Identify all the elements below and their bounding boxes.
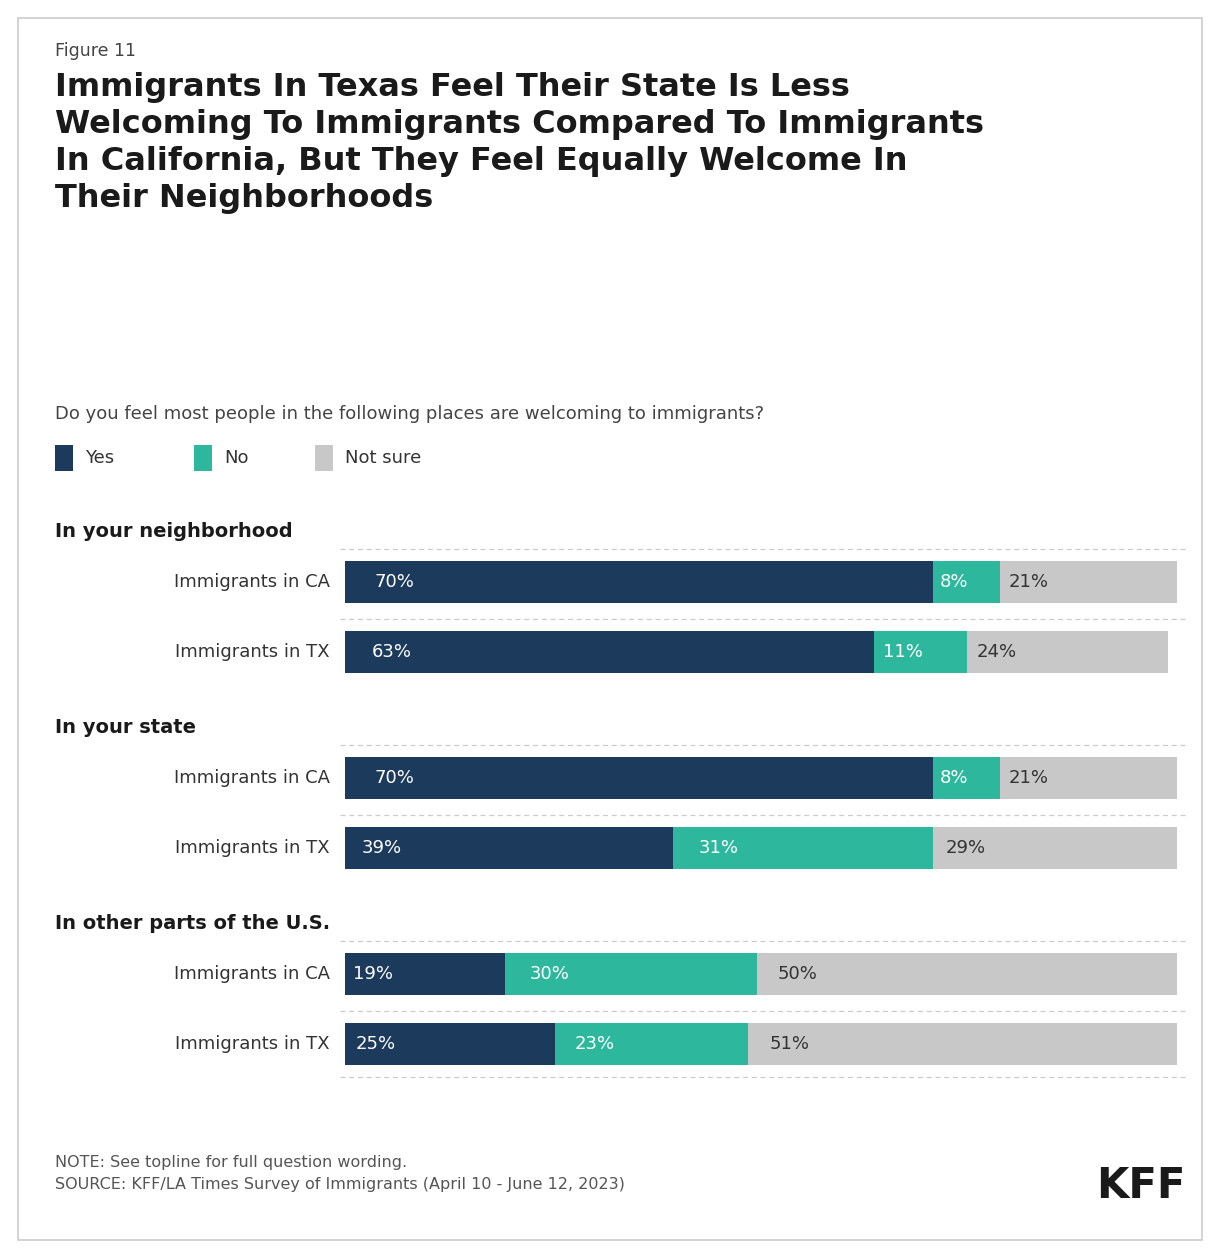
FancyBboxPatch shape	[933, 757, 1000, 799]
Text: 11%: 11%	[883, 643, 924, 660]
FancyBboxPatch shape	[345, 632, 875, 673]
Text: 19%: 19%	[353, 965, 393, 982]
FancyBboxPatch shape	[345, 827, 672, 869]
Text: 31%: 31%	[699, 839, 738, 857]
FancyBboxPatch shape	[345, 561, 933, 603]
FancyBboxPatch shape	[875, 632, 966, 673]
Text: 50%: 50%	[777, 965, 817, 982]
Text: 23%: 23%	[575, 1035, 615, 1053]
Text: NOTE: See topline for full question wording.
SOURCE: KFF/LA Times Survey of Immi: NOTE: See topline for full question word…	[55, 1155, 625, 1193]
FancyBboxPatch shape	[966, 632, 1169, 673]
Text: Yes: Yes	[85, 449, 115, 467]
FancyBboxPatch shape	[345, 954, 505, 995]
Text: Do you feel most people in the following places are welcoming to immigrants?: Do you feel most people in the following…	[55, 405, 764, 423]
Text: 25%: 25%	[355, 1035, 395, 1053]
FancyBboxPatch shape	[933, 561, 1000, 603]
Text: 8%: 8%	[939, 769, 969, 788]
FancyBboxPatch shape	[555, 1023, 748, 1066]
Text: Immigrants in CA: Immigrants in CA	[174, 572, 329, 591]
Text: 24%: 24%	[977, 643, 1016, 660]
Text: 30%: 30%	[529, 965, 570, 982]
FancyBboxPatch shape	[505, 954, 756, 995]
Text: Immigrants in TX: Immigrants in TX	[176, 643, 329, 660]
FancyBboxPatch shape	[194, 445, 212, 470]
FancyBboxPatch shape	[756, 954, 1176, 995]
FancyBboxPatch shape	[345, 1023, 555, 1066]
Text: 21%: 21%	[1009, 572, 1049, 591]
Text: In your neighborhood: In your neighborhood	[55, 522, 293, 541]
Text: In other parts of the U.S.: In other parts of the U.S.	[55, 915, 331, 933]
Text: 29%: 29%	[946, 839, 986, 857]
FancyBboxPatch shape	[1000, 561, 1176, 603]
Text: 8%: 8%	[939, 572, 969, 591]
Text: No: No	[224, 449, 249, 467]
Text: 51%: 51%	[770, 1035, 810, 1053]
Text: 63%: 63%	[371, 643, 411, 660]
Text: 70%: 70%	[375, 769, 415, 788]
FancyBboxPatch shape	[1000, 757, 1176, 799]
FancyBboxPatch shape	[748, 1023, 1176, 1066]
Text: Immigrants in CA: Immigrants in CA	[174, 769, 329, 788]
Text: Figure 11: Figure 11	[55, 42, 135, 60]
Text: 21%: 21%	[1009, 769, 1049, 788]
Text: In your state: In your state	[55, 718, 196, 737]
FancyBboxPatch shape	[933, 827, 1176, 869]
Text: KFF: KFF	[1096, 1165, 1185, 1206]
Text: Immigrants in TX: Immigrants in TX	[176, 1035, 329, 1053]
FancyBboxPatch shape	[55, 445, 73, 470]
FancyBboxPatch shape	[345, 757, 933, 799]
FancyBboxPatch shape	[672, 827, 933, 869]
Text: Immigrants in CA: Immigrants in CA	[174, 965, 329, 982]
FancyBboxPatch shape	[315, 445, 333, 470]
Text: Not sure: Not sure	[345, 449, 421, 467]
Text: 70%: 70%	[375, 572, 415, 591]
Text: Immigrants In Texas Feel Their State Is Less
Welcoming To Immigrants Compared To: Immigrants In Texas Feel Their State Is …	[55, 72, 985, 214]
Text: Immigrants in TX: Immigrants in TX	[176, 839, 329, 857]
Text: 39%: 39%	[361, 839, 401, 857]
